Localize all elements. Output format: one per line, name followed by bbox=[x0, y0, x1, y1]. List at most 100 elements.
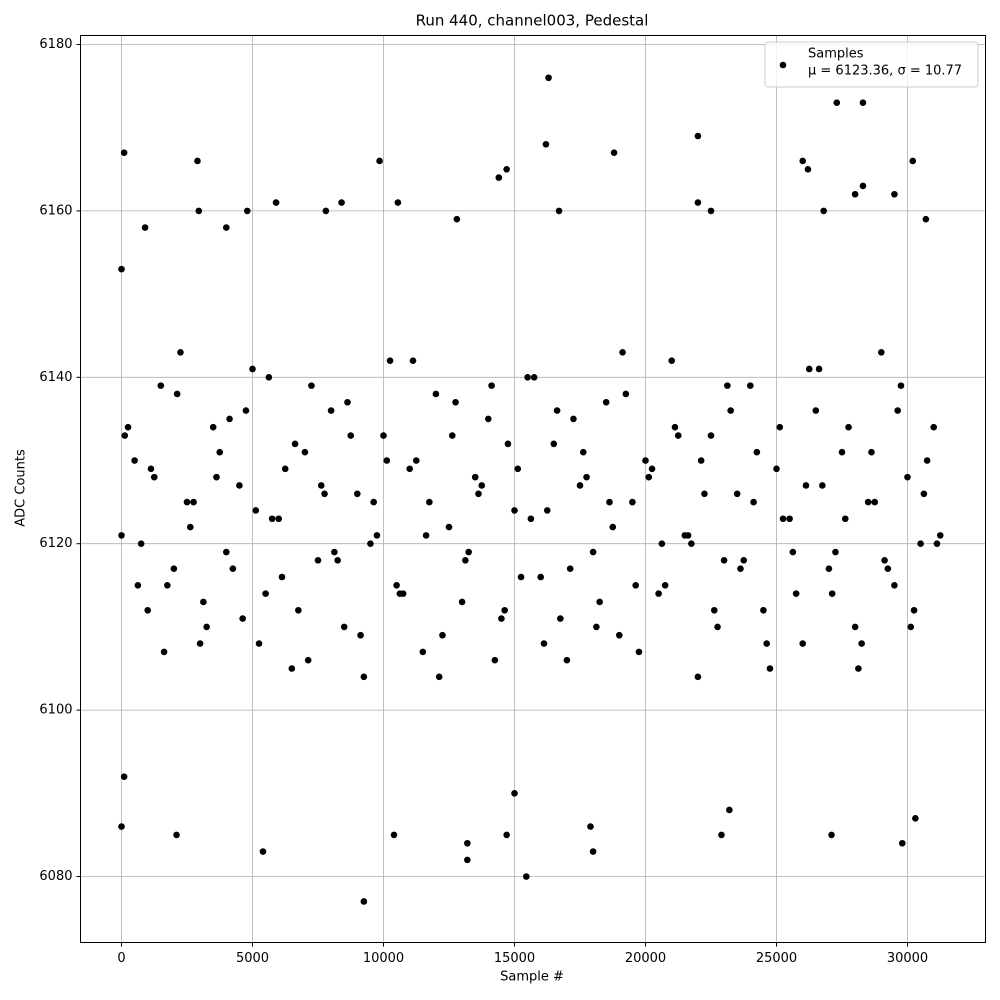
point bbox=[747, 382, 754, 389]
point bbox=[898, 839, 906, 847]
point bbox=[465, 548, 472, 556]
point bbox=[177, 349, 184, 356]
point bbox=[819, 482, 826, 489]
point bbox=[164, 582, 171, 589]
point bbox=[281, 465, 289, 473]
point bbox=[435, 673, 443, 681]
point bbox=[820, 207, 827, 215]
x-tick-label: 25000 bbox=[756, 951, 797, 966]
point bbox=[635, 648, 643, 656]
point bbox=[272, 199, 280, 206]
point bbox=[733, 490, 741, 498]
point bbox=[173, 831, 180, 839]
point bbox=[504, 440, 512, 448]
point bbox=[452, 398, 459, 406]
point bbox=[674, 432, 682, 439]
point bbox=[773, 465, 780, 473]
point bbox=[262, 590, 269, 597]
point bbox=[295, 606, 302, 614]
point bbox=[859, 182, 867, 190]
point bbox=[589, 848, 597, 855]
point bbox=[859, 99, 867, 107]
point bbox=[170, 565, 178, 572]
point bbox=[360, 673, 368, 681]
point bbox=[804, 165, 812, 173]
y-tick-label: 6180 bbox=[39, 37, 72, 52]
point bbox=[727, 407, 734, 414]
point bbox=[763, 640, 770, 647]
point bbox=[373, 532, 381, 539]
point bbox=[226, 415, 233, 423]
point bbox=[120, 773, 128, 780]
point bbox=[530, 373, 538, 381]
point bbox=[464, 839, 471, 847]
point bbox=[118, 823, 125, 830]
point bbox=[566, 565, 574, 572]
point bbox=[354, 490, 361, 498]
point bbox=[701, 490, 708, 498]
point bbox=[478, 482, 486, 489]
point bbox=[648, 465, 656, 473]
point bbox=[694, 199, 702, 206]
point bbox=[432, 390, 440, 398]
point bbox=[453, 215, 461, 223]
point bbox=[868, 448, 875, 456]
point bbox=[851, 623, 859, 631]
point bbox=[301, 448, 309, 456]
point bbox=[570, 415, 577, 423]
point bbox=[357, 631, 364, 639]
point bbox=[845, 423, 852, 431]
point bbox=[688, 540, 695, 548]
point bbox=[596, 598, 603, 606]
point bbox=[726, 806, 733, 814]
point bbox=[923, 457, 931, 464]
point bbox=[878, 349, 885, 356]
point bbox=[344, 398, 351, 406]
point bbox=[396, 590, 404, 597]
point bbox=[792, 590, 800, 597]
point bbox=[766, 665, 774, 672]
point bbox=[308, 382, 315, 389]
point bbox=[134, 582, 142, 589]
point bbox=[632, 582, 639, 589]
point bbox=[930, 423, 938, 431]
point bbox=[517, 573, 525, 581]
point bbox=[194, 157, 201, 165]
point bbox=[223, 224, 230, 231]
point bbox=[587, 823, 594, 830]
point bbox=[589, 548, 597, 556]
point bbox=[579, 448, 587, 456]
y-tick-label: 6140 bbox=[39, 370, 72, 385]
point bbox=[141, 224, 149, 231]
point bbox=[229, 565, 237, 572]
point bbox=[828, 831, 835, 839]
point bbox=[917, 540, 924, 548]
point bbox=[707, 432, 715, 439]
point bbox=[858, 640, 865, 647]
point bbox=[321, 490, 328, 498]
point bbox=[694, 132, 702, 140]
point bbox=[196, 640, 204, 647]
point bbox=[684, 532, 692, 539]
point bbox=[909, 157, 917, 165]
point bbox=[855, 665, 862, 672]
point bbox=[642, 457, 649, 464]
point bbox=[406, 465, 414, 473]
point bbox=[288, 665, 296, 672]
point bbox=[812, 407, 820, 414]
point bbox=[243, 207, 251, 215]
point bbox=[910, 606, 918, 614]
point bbox=[503, 165, 510, 173]
point bbox=[622, 390, 630, 398]
point bbox=[593, 623, 600, 631]
point bbox=[776, 423, 784, 431]
point bbox=[936, 532, 944, 539]
x-tick-label: 5000 bbox=[236, 951, 269, 966]
point bbox=[439, 631, 446, 639]
point bbox=[891, 582, 898, 589]
point bbox=[786, 515, 793, 523]
point bbox=[576, 482, 584, 489]
point bbox=[543, 507, 551, 514]
point bbox=[550, 440, 558, 448]
y-axis-label: ADC Counts bbox=[14, 449, 29, 527]
